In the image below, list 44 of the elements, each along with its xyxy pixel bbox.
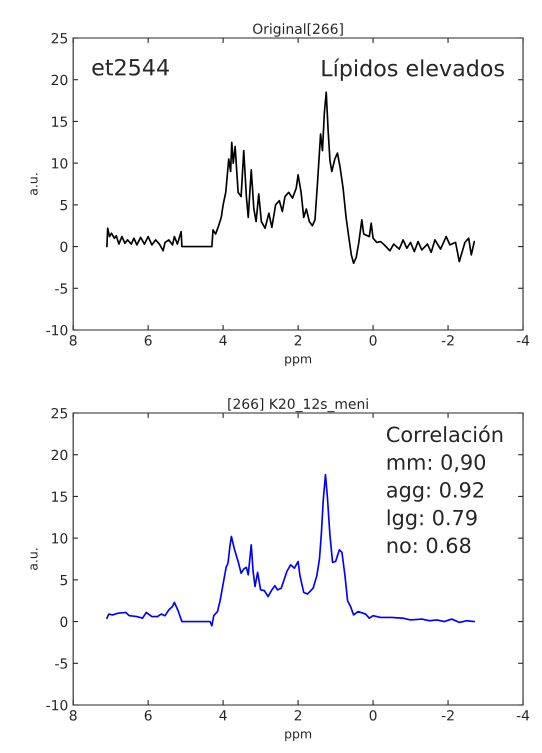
y-tick-label: 25 xyxy=(52,32,68,44)
y-tick-label: 10 xyxy=(52,533,68,544)
y-tick-label: 0 xyxy=(60,616,68,628)
x-tick-label: 2 xyxy=(294,335,302,346)
y-tick-label: -10 xyxy=(46,700,68,710)
x-tick-label: -2 xyxy=(442,710,454,720)
y-axis-title: a.u. xyxy=(30,174,38,196)
y-tick-label: -5 xyxy=(55,283,68,294)
y-tick-label: -5 xyxy=(55,658,68,669)
y-tick-label: 15 xyxy=(52,116,68,127)
x-tick-label: -4 xyxy=(516,335,530,346)
annotation: no: 0.68 xyxy=(388,537,470,554)
x-tick-label: 4 xyxy=(219,710,227,720)
annotation: Correlación xyxy=(386,425,502,442)
x-tick-label: -4 xyxy=(516,710,530,720)
y-tick-label: 5 xyxy=(60,575,68,586)
annotation: agg: 0.92 xyxy=(387,482,483,502)
y-tick-label: 0 xyxy=(60,242,68,252)
x-tick-label: 0 xyxy=(370,335,377,346)
y-tick-label: -10 xyxy=(46,324,68,336)
x-tick-label: 8 xyxy=(70,710,77,721)
y-tick-label: 20 xyxy=(52,74,68,86)
x-tick-label: 2 xyxy=(294,710,302,720)
annotation: et2544 xyxy=(92,58,169,76)
y-tick-label: 20 xyxy=(52,450,68,460)
x-axis-title: ppm xyxy=(285,356,312,366)
annotation: lgg: 0.79 xyxy=(388,509,477,530)
x-tick-label: 8 xyxy=(70,335,77,346)
chart-title: [266] K20_12s_meni xyxy=(228,398,368,412)
chart-title: Original[266] xyxy=(253,23,343,37)
y-tick-label: 25 xyxy=(52,408,68,418)
annotation: mm: 0,90 xyxy=(388,454,486,472)
x-tick-label: 4 xyxy=(219,335,227,346)
y-axis-title: a.u. xyxy=(30,548,38,570)
x-tick-label: -2 xyxy=(442,335,454,346)
x-tick-label: 6 xyxy=(144,710,152,721)
x-tick-label: 0 xyxy=(370,710,377,721)
annotation: Lípidos elevados xyxy=(322,58,504,81)
line-series xyxy=(106,91,476,264)
x-tick-label: 6 xyxy=(144,335,152,346)
y-tick-label: 10 xyxy=(52,158,68,169)
y-tick-label: 15 xyxy=(52,492,68,502)
x-axis-title: ppm xyxy=(285,731,312,741)
y-tick-label: 5 xyxy=(60,200,68,210)
